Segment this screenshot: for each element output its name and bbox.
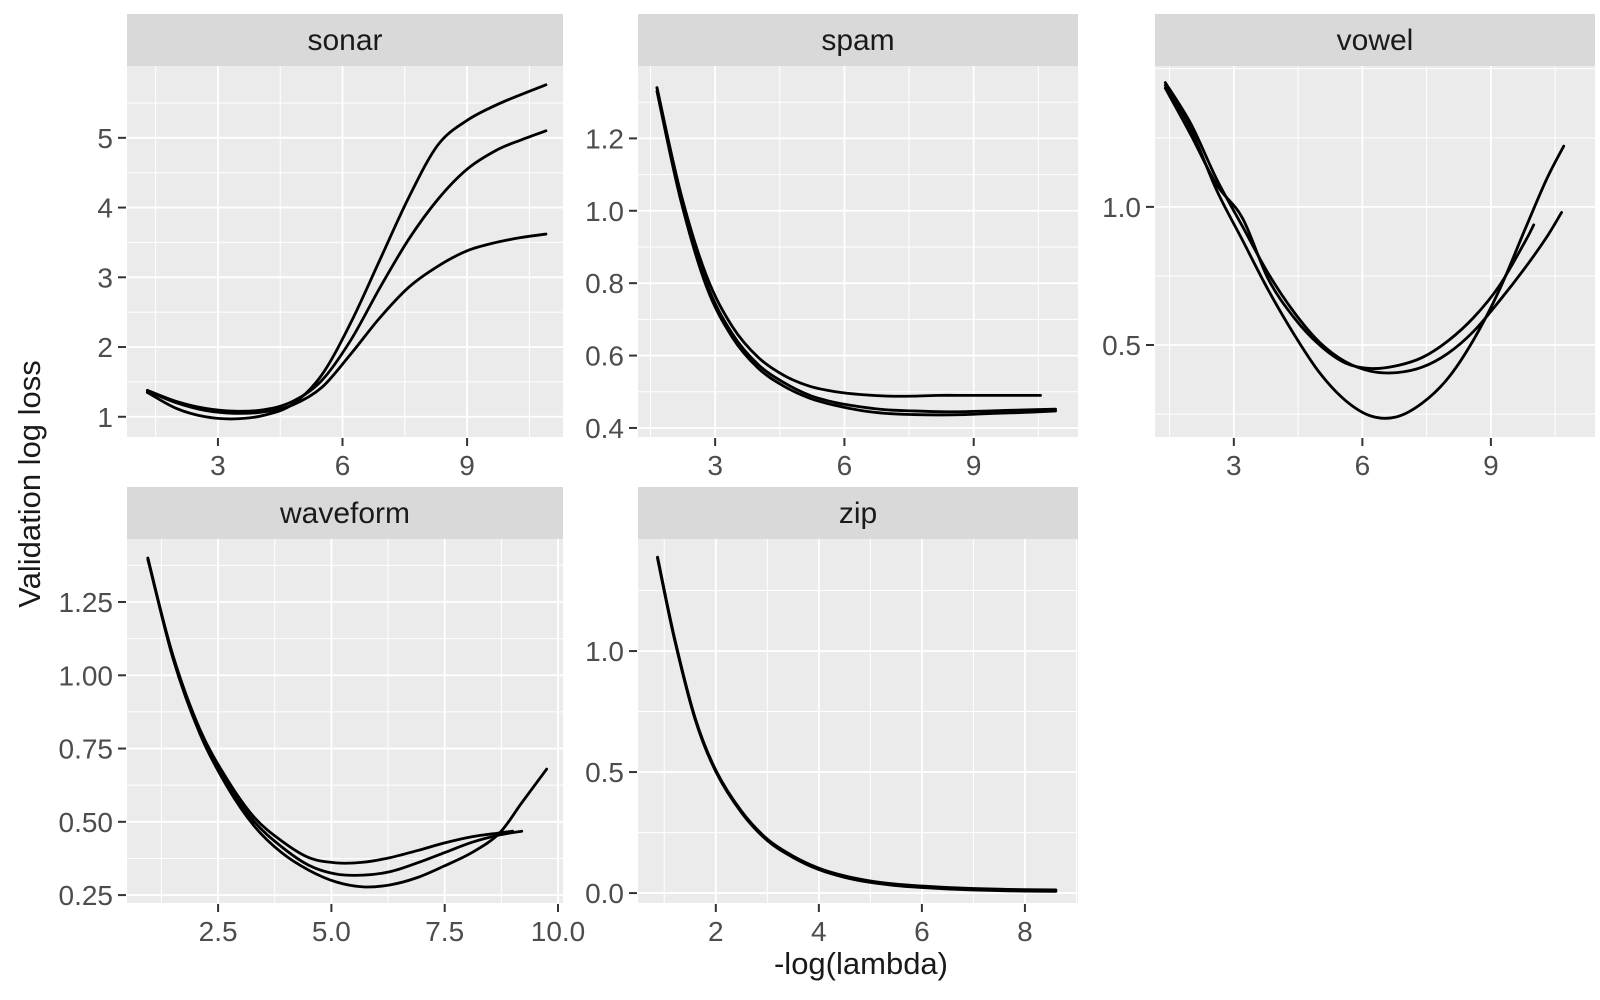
- x-tick-label: 9: [459, 450, 475, 481]
- panel-background: [127, 66, 563, 437]
- x-tick-label: 4: [811, 916, 827, 947]
- y-tick-label: 0.5: [585, 757, 624, 788]
- panel-background: [127, 539, 563, 903]
- facet-strip: [1155, 14, 1595, 66]
- x-tick-label: 9: [966, 450, 982, 481]
- facet-title: vowel: [1337, 24, 1414, 57]
- series-line-curve-3: [656, 557, 1058, 893]
- series-line-curve-1: [655, 86, 1042, 398]
- facet-title: zip: [839, 497, 877, 530]
- facet-strip: [127, 487, 563, 539]
- series-line-curve-3: [655, 89, 1057, 417]
- x-tick-label: 2.5: [199, 916, 238, 947]
- x-tick-label: 6: [914, 916, 930, 947]
- x-tick-label: 2: [708, 916, 724, 947]
- facet-strip: [638, 14, 1078, 66]
- y-tick-label: 0.4: [585, 413, 624, 444]
- y-tick-label: 0.25: [59, 880, 114, 911]
- facet-title: sonar: [307, 24, 382, 57]
- y-tick-label: 0.50: [59, 807, 114, 838]
- facet-title: spam: [821, 24, 894, 57]
- y-tick-label: 0.5: [1102, 330, 1141, 361]
- y-tick-label: 0.0: [585, 878, 624, 909]
- x-tick-label: 7.5: [425, 916, 464, 947]
- x-tick-label: 9: [1483, 450, 1499, 481]
- y-tick-label: 5: [97, 123, 113, 154]
- x-tick-label: 3: [707, 450, 723, 481]
- x-tick-label: 8: [1017, 916, 1033, 947]
- x-tick-label: 6: [1355, 450, 1371, 481]
- x-tick-label: 6: [335, 450, 351, 481]
- y-tick-label: 2: [97, 332, 113, 363]
- x-tick-label: 5.0: [312, 916, 351, 947]
- y-tick-label: 0.8: [585, 268, 624, 299]
- facet-strip: [127, 14, 563, 66]
- series-line-curve-2: [1163, 81, 1563, 375]
- series-line-curve-2: [145, 129, 548, 413]
- series-line-curve-3: [1163, 86, 1536, 370]
- y-tick-label: 4: [97, 193, 113, 224]
- series-line-curve-1: [145, 83, 548, 421]
- x-tick-label: 10.0: [531, 916, 586, 947]
- y-tick-label: 3: [97, 262, 113, 293]
- panel-background: [1155, 66, 1595, 437]
- y-tick-label: 1.0: [1102, 192, 1141, 223]
- y-tick-label: 1: [97, 402, 113, 433]
- y-tick-label: 1.0: [585, 196, 624, 227]
- y-tick-label: 1.00: [59, 660, 114, 691]
- panel-background: [638, 539, 1078, 903]
- y-tick-label: 1.25: [59, 587, 114, 618]
- x-tick-label: 6: [837, 450, 853, 481]
- y-tick-label: 1.2: [585, 123, 624, 154]
- series-line-curve-3: [146, 558, 515, 865]
- facet-title: waveform: [279, 497, 410, 530]
- x-tick-label: 3: [1226, 450, 1242, 481]
- series-line-curve-3: [145, 232, 548, 415]
- facet-strip: [638, 487, 1078, 539]
- x-axis-title: -log(lambda): [773, 946, 948, 981]
- y-tick-label: 0.75: [59, 734, 114, 765]
- y-axis-title: Validation log loss: [12, 360, 47, 608]
- panel-background: [638, 66, 1078, 437]
- y-tick-label: 0.6: [585, 341, 624, 372]
- x-tick-label: 3: [210, 450, 226, 481]
- y-tick-label: 1.0: [585, 636, 624, 667]
